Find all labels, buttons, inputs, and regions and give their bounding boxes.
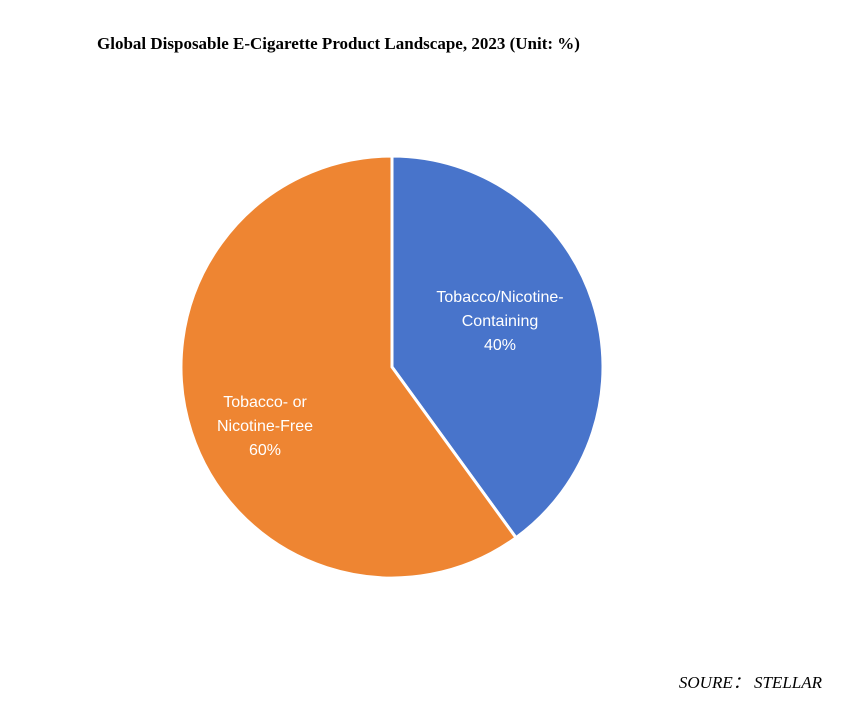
pie-slice-1 [390,154,605,540]
slice-label-line: 60% [249,442,281,459]
slice-label-line: Tobacco/Nicotine- [436,289,563,306]
pie-slice-2 [179,154,519,580]
source-note: SOURE： STELLAR [678,673,822,692]
slice-label-line: Tobacco- or [223,394,307,411]
slice-label-line: 40% [484,337,516,354]
chart-title: Global Disposable E-Cigarette Product La… [97,34,580,53]
slice-label-2: Tobacco- or Nicotine-Free 60% [217,394,313,459]
slice-label-1: Tobacco/Nicotine- Containing 40% [436,289,563,354]
slice-label-line: Containing [462,313,539,330]
slice-label-line: Nicotine-Free [217,418,313,435]
